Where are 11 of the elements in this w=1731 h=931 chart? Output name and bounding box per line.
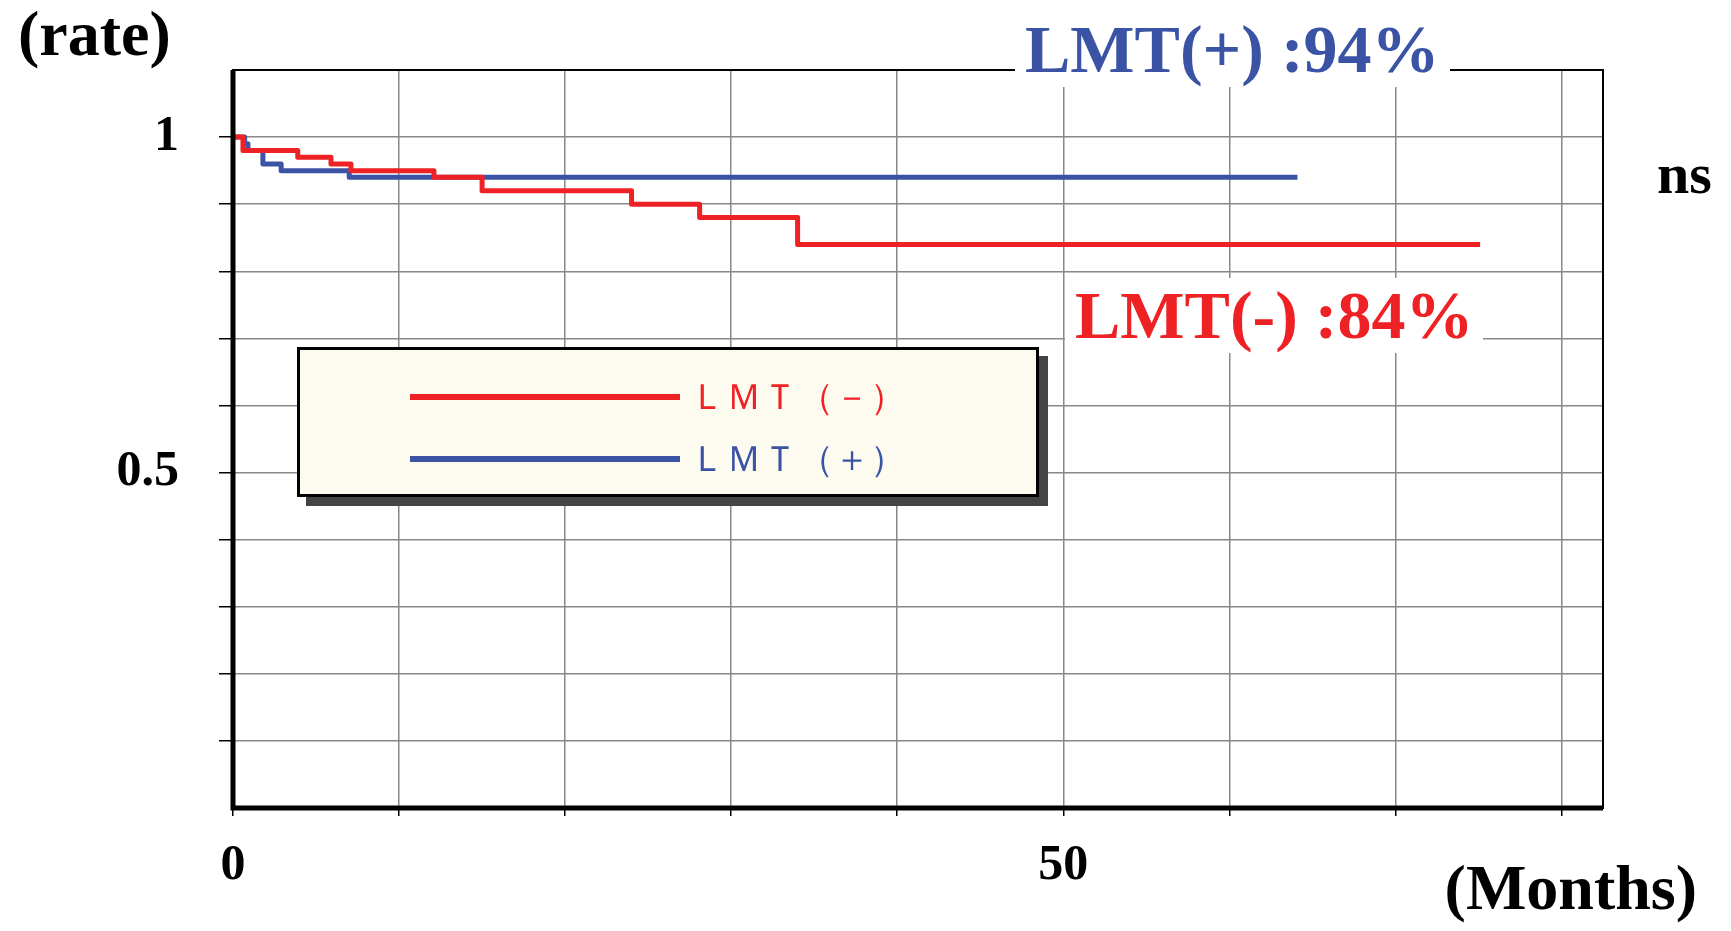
annotation: LMT(-) :84% [1065,277,1484,353]
x-tick-label: 50 [1038,833,1089,890]
y-tick-label: 1 [154,105,179,162]
text: ＬＭＴ（＋） [690,436,906,481]
y-axis-title: (rate) [18,0,171,69]
text: ＬＭＴ（－） [690,374,906,419]
y-tick-label: 0.5 [116,440,179,497]
annotation: LMT(+) :94% [1015,11,1450,87]
text: ns [1657,141,1712,206]
x-axis-title: (Months) [1444,851,1697,923]
x-tick-label: 0 [220,833,246,890]
